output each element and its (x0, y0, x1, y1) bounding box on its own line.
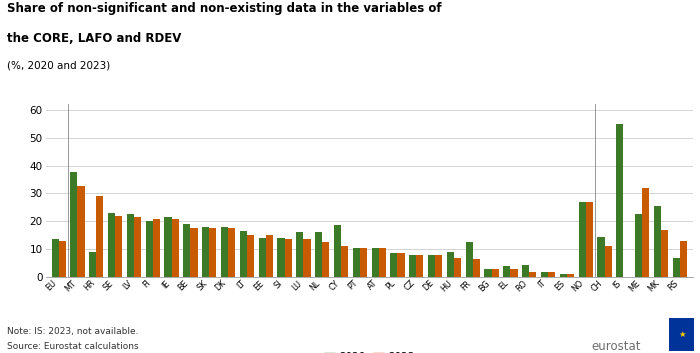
Bar (398, 253, 405, 277)
Bar (209, 228, 216, 277)
Bar (379, 248, 386, 277)
Bar (560, 274, 567, 277)
Bar (454, 258, 461, 277)
Bar (391, 253, 398, 277)
Bar (635, 214, 642, 277)
Bar (70, 173, 78, 277)
Bar (484, 269, 491, 277)
Bar (172, 219, 178, 277)
Text: Source: Eurostat calculations: Source: Eurostat calculations (7, 342, 139, 351)
Bar (89, 252, 97, 277)
Bar (334, 226, 341, 277)
Bar (616, 124, 624, 277)
Bar (296, 233, 303, 277)
Text: the CORE, LAFO and RDEV: the CORE, LAFO and RDEV (7, 32, 181, 45)
Bar (353, 248, 360, 277)
Bar (247, 235, 254, 277)
Bar (164, 217, 172, 277)
Bar (360, 248, 367, 277)
Bar (146, 221, 153, 277)
Bar (522, 264, 529, 277)
Bar (428, 255, 435, 277)
Text: Share of non-significant and non-existing data in the variables of: Share of non-significant and non-existin… (7, 2, 442, 15)
Bar (59, 241, 66, 277)
Bar (341, 246, 348, 277)
Bar (435, 255, 442, 277)
Bar (586, 202, 593, 277)
Bar (597, 237, 605, 277)
Bar (108, 213, 115, 277)
Bar (202, 227, 209, 277)
Bar (567, 274, 574, 277)
Bar (410, 255, 416, 277)
Bar (416, 255, 424, 277)
Bar (221, 227, 228, 277)
Bar (579, 202, 586, 277)
Bar (153, 219, 160, 277)
Bar (447, 252, 454, 277)
Bar (277, 238, 284, 277)
Text: eurostat: eurostat (592, 340, 641, 353)
Bar (97, 196, 104, 277)
Text: Note: IS: 2023, not available.: Note: IS: 2023, not available. (7, 327, 139, 335)
Bar (661, 230, 668, 277)
Bar (673, 258, 680, 277)
Bar (548, 271, 555, 277)
Bar (473, 259, 480, 277)
Bar (228, 228, 235, 277)
Bar (510, 269, 517, 277)
Legend: 2020, 2023: 2020, 2023 (320, 348, 419, 353)
Bar (78, 186, 85, 277)
Bar (239, 231, 247, 277)
Bar (322, 242, 329, 277)
Bar (183, 224, 190, 277)
Bar (266, 235, 273, 277)
Bar (190, 228, 197, 277)
Bar (315, 233, 322, 277)
Bar (127, 214, 134, 277)
Bar (466, 242, 472, 277)
Bar (654, 206, 661, 277)
Bar (680, 241, 687, 277)
Bar (52, 239, 59, 277)
Text: (%, 2020 and 2023): (%, 2020 and 2023) (7, 60, 111, 70)
Bar (372, 248, 379, 277)
Bar (491, 269, 498, 277)
Bar (529, 271, 536, 277)
Bar (503, 266, 510, 277)
Bar (303, 239, 311, 277)
Bar (642, 188, 650, 277)
Bar (258, 238, 266, 277)
Text: ★: ★ (678, 330, 685, 339)
Bar (115, 216, 122, 277)
Bar (134, 217, 141, 277)
Bar (541, 271, 548, 277)
Bar (284, 239, 292, 277)
Bar (605, 246, 612, 277)
